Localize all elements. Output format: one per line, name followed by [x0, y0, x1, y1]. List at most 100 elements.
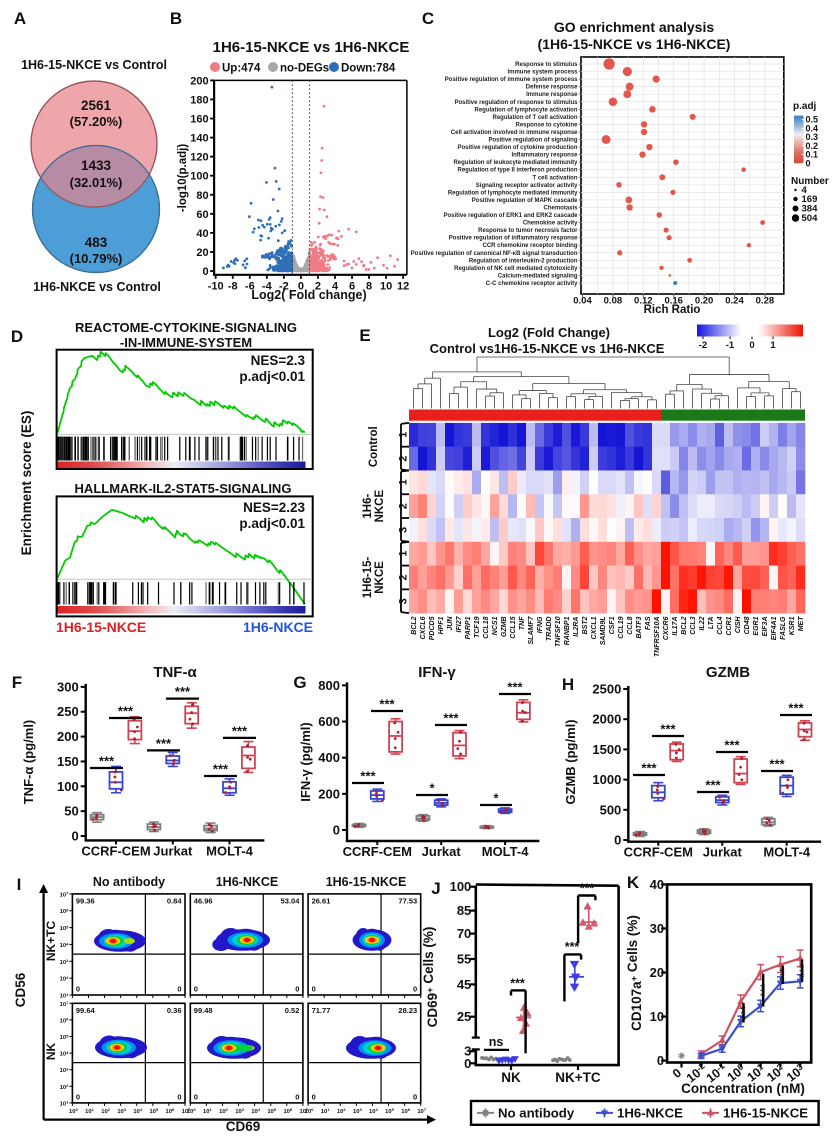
svg-text:Defense response: Defense response [526, 85, 578, 91]
svg-text:CXCL1: CXCL1 [591, 616, 598, 639]
svg-text:0: 0 [295, 1092, 299, 1101]
svg-text:10: 10 [650, 1009, 664, 1024]
svg-text:MOLT-4: MOLT-4 [763, 845, 810, 860]
svg-text:EIF3A: EIF3A [762, 617, 769, 637]
svg-text:H: H [562, 675, 574, 694]
svg-text:Positive regulation of inflamm: Positive regulation of inflammatory resp… [449, 236, 578, 242]
svg-text:0.36: 0.36 [167, 1006, 182, 1015]
svg-text:200: 200 [190, 75, 208, 87]
svg-text:1H6-15-NKCE vs 1H6-NKCE: 1H6-15-NKCE vs 1H6-NKCE [213, 39, 410, 56]
svg-text:Chemokine activity: Chemokine activity [523, 221, 578, 227]
svg-text:0.20: 0.20 [695, 296, 714, 307]
svg-text:0.4: 0.4 [806, 123, 819, 133]
svg-text:107: 107 [60, 1000, 69, 1008]
svg-text:Response to stimulus: Response to stimulus [515, 62, 578, 68]
svg-text:***: *** [705, 778, 721, 793]
svg-text:50: 50 [64, 804, 78, 819]
svg-text:Log2( Fold change): Log2( Fold change) [251, 288, 366, 302]
svg-text:100: 100 [190, 171, 208, 183]
svg-text:NES=2.3: NES=2.3 [251, 353, 306, 368]
svg-text:***: *** [788, 701, 804, 716]
svg-text:Regulation of lymphocyte media: Regulation of lymphocyte mediated immuni… [448, 190, 578, 196]
svg-text:***: *** [565, 940, 580, 954]
svg-text:Control vs1H6-15-NKCE vs 1H6-N: Control vs1H6-15-NKCE vs 1H6-NKCE [430, 341, 665, 356]
svg-text:25: 25 [457, 1009, 471, 1024]
svg-text:1H6-: 1H6- [362, 494, 374, 519]
svg-text:CCL19: CCL19 [618, 616, 625, 638]
svg-text:500: 500 [600, 802, 622, 817]
svg-text:0: 0 [177, 985, 181, 994]
svg-text:106: 106 [60, 1017, 69, 1025]
svg-text:4: 4 [802, 185, 808, 196]
svg-text:Number: Number [791, 176, 829, 187]
svg-text:CCRF-CEM: CCRF-CEM [81, 843, 150, 858]
svg-text:-1: -1 [726, 340, 735, 351]
svg-text:CISH: CISH [735, 616, 742, 634]
svg-text:0: 0 [298, 280, 304, 292]
svg-text:No antibody: No antibody [498, 1105, 575, 1120]
svg-text:-2: -2 [279, 280, 289, 292]
svg-text:Down:784: Down:784 [341, 63, 396, 75]
svg-text:CSF1: CSF1 [609, 616, 616, 634]
svg-text:12: 12 [397, 280, 409, 292]
svg-text:104: 104 [251, 1107, 260, 1115]
svg-text:(32.01%): (32.01%) [70, 175, 123, 190]
svg-text:106: 106 [283, 1107, 292, 1115]
svg-text:B: B [170, 9, 182, 28]
svg-text:0.24: 0.24 [725, 296, 744, 307]
svg-text:100: 100 [305, 1107, 314, 1115]
svg-text:***: *** [175, 684, 191, 699]
svg-text:Jurkat: Jurkat [153, 843, 193, 858]
svg-text:0.3: 0.3 [806, 132, 819, 142]
svg-text:1H6-NKCE: 1H6-NKCE [617, 1105, 683, 1120]
svg-text:CD107a+ Cells (%): CD107a+ Cells (%) [625, 915, 644, 1031]
svg-text:CCL3: CCL3 [690, 616, 697, 634]
svg-text:99.48: 99.48 [194, 1006, 213, 1015]
svg-text:CCRF-CEM: CCRF-CEM [343, 844, 412, 859]
svg-text:Log2 (Fold Change): Log2 (Fold Change) [488, 325, 610, 340]
svg-text:160: 160 [190, 114, 208, 126]
svg-text:NES=2.23: NES=2.23 [243, 500, 305, 515]
svg-text:0: 0 [295, 985, 299, 994]
svg-text:3: 3 [397, 527, 409, 533]
svg-text:Positive regulation of immune: Positive regulation of immune system pro… [445, 77, 578, 83]
svg-text:483: 483 [85, 235, 108, 250]
svg-text:2: 2 [397, 503, 409, 509]
svg-text:Inflammatory response: Inflammatory response [511, 153, 578, 159]
svg-text:105: 105 [60, 924, 69, 932]
svg-text:0: 0 [76, 1092, 80, 1101]
svg-text:1: 1 [398, 432, 410, 438]
svg-text:99.64: 99.64 [76, 1006, 96, 1015]
svg-text:***: *** [769, 757, 785, 772]
svg-text:TCF19: TCF19 [474, 616, 481, 638]
svg-text:***: *** [510, 977, 525, 991]
svg-text:100: 100 [450, 879, 472, 894]
svg-text:CD69+ Cells (%): CD69+ Cells (%) [421, 927, 440, 1028]
svg-text:T cell activation: T cell activation [532, 175, 577, 181]
svg-text:0.08: 0.08 [604, 296, 623, 307]
svg-text:0: 0 [202, 266, 208, 278]
svg-text:105: 105 [60, 1033, 69, 1041]
svg-text:Immune system process: Immune system process [507, 70, 578, 76]
svg-text:0: 0 [413, 1092, 417, 1101]
svg-text:0.5: 0.5 [806, 115, 819, 125]
svg-text:1: 1 [770, 340, 776, 351]
svg-text:40: 40 [196, 228, 208, 240]
svg-text:Concentration (nM): Concentration (nM) [681, 1081, 805, 1096]
svg-text:107: 107 [182, 1107, 191, 1115]
svg-text:150: 150 [57, 754, 79, 769]
svg-text:CD69: CD69 [226, 1119, 261, 1134]
svg-text:*: * [493, 791, 499, 806]
svg-text:101: 101 [60, 992, 69, 1000]
svg-text:NK: NK [44, 1043, 58, 1061]
svg-text:CCL18: CCL18 [483, 616, 490, 638]
svg-text:-2: -2 [699, 340, 707, 351]
svg-text:77.53: 77.53 [398, 896, 417, 905]
svg-text:IFN-γ: IFN-γ [418, 664, 456, 681]
svg-text:Up:474: Up:474 [222, 63, 261, 75]
svg-text:no-DEGs: no-DEGs [280, 63, 329, 75]
svg-text:1500: 1500 [592, 742, 621, 757]
svg-text:28.23: 28.23 [398, 1006, 417, 1015]
svg-text:IFN-γ (pg/ml): IFN-γ (pg/ml) [298, 722, 313, 801]
svg-text:***: *** [760, 983, 772, 997]
